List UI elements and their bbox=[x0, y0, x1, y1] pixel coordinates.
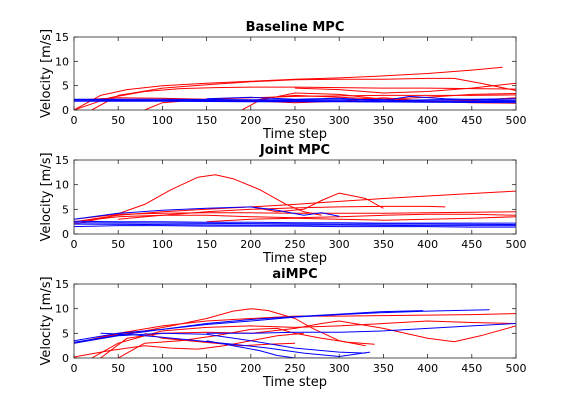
x-tick-label: 450 bbox=[461, 114, 482, 127]
x-tick-label: 500 bbox=[506, 114, 527, 127]
chart-title: Baseline MPC bbox=[246, 20, 345, 35]
y-tick-label: 15 bbox=[55, 278, 69, 291]
y-tick-label: 10 bbox=[55, 303, 69, 316]
y-tick-label: 15 bbox=[55, 31, 69, 44]
x-tick-label: 500 bbox=[506, 238, 527, 251]
y-tick-label: 10 bbox=[55, 55, 69, 68]
x-tick-label: 0 bbox=[71, 362, 78, 375]
x-tick-label: 450 bbox=[461, 238, 482, 251]
x-tick-label: 350 bbox=[373, 238, 394, 251]
y-axis-label: Velocity [m/s] bbox=[39, 152, 54, 241]
chart-title: aiMPC bbox=[272, 267, 317, 282]
x-tick-label: 50 bbox=[111, 238, 125, 251]
x-tick-label: 0 bbox=[71, 238, 78, 251]
x-tick-label: 150 bbox=[196, 238, 217, 251]
x-tick-label: 400 bbox=[417, 238, 438, 251]
x-tick-label: 400 bbox=[417, 114, 438, 127]
x-tick-label: 50 bbox=[111, 114, 125, 127]
x-tick-label: 150 bbox=[196, 362, 217, 375]
y-tick-label: 5 bbox=[62, 80, 69, 93]
y-tick-label: 0 bbox=[62, 104, 69, 117]
x-axis-label: Time step bbox=[262, 375, 327, 390]
y-axis-label: Velocity [m/s] bbox=[39, 276, 54, 365]
x-tick-label: 400 bbox=[417, 362, 438, 375]
x-tick-label: 250 bbox=[285, 114, 306, 127]
x-tick-label: 500 bbox=[506, 362, 527, 375]
x-tick-label: 200 bbox=[240, 362, 261, 375]
x-tick-label: 50 bbox=[111, 362, 125, 375]
x-tick-label: 150 bbox=[196, 114, 217, 127]
y-tick-label: 5 bbox=[62, 327, 69, 340]
x-tick-label: 300 bbox=[329, 238, 350, 251]
x-axis-label: Time step bbox=[262, 127, 327, 142]
x-tick-label: 200 bbox=[240, 114, 261, 127]
x-tick-label: 450 bbox=[461, 362, 482, 375]
plot-area bbox=[74, 284, 516, 358]
x-tick-label: 0 bbox=[71, 114, 78, 127]
y-tick-label: 5 bbox=[62, 203, 69, 216]
x-tick-label: 100 bbox=[152, 238, 173, 251]
x-tick-label: 300 bbox=[329, 114, 350, 127]
y-tick-label: 0 bbox=[62, 352, 69, 365]
x-tick-label: 100 bbox=[152, 114, 173, 127]
chart-title: Joint MPC bbox=[259, 143, 330, 158]
x-tick-label: 200 bbox=[240, 238, 261, 251]
x-tick-label: 250 bbox=[285, 238, 306, 251]
y-tick-label: 0 bbox=[62, 228, 69, 241]
y-tick-label: 15 bbox=[55, 154, 69, 167]
y-axis-label: Velocity [m/s] bbox=[39, 29, 54, 118]
x-tick-label: 250 bbox=[285, 362, 306, 375]
chart-panel-2: 0 50 100 150 200 250 300 350 400 450 500 0 5 10 15 Join… bbox=[39, 143, 527, 266]
x-tick-label: 300 bbox=[329, 362, 350, 375]
x-axis-label: Time step bbox=[262, 251, 327, 266]
chart-panel-3: 0 50 100 150 200 250 300 350 400 450 500 0 5 10 15 aiMP… bbox=[39, 267, 527, 390]
y-tick-label: 10 bbox=[55, 179, 69, 192]
x-tick-label: 100 bbox=[152, 362, 173, 375]
x-tick-label: 350 bbox=[373, 114, 394, 127]
chart-panel-1: 0 50 100 150 200 250 300 350 400 450 500 0 5 10 15 Base… bbox=[39, 20, 527, 142]
x-tick-label: 350 bbox=[373, 362, 394, 375]
